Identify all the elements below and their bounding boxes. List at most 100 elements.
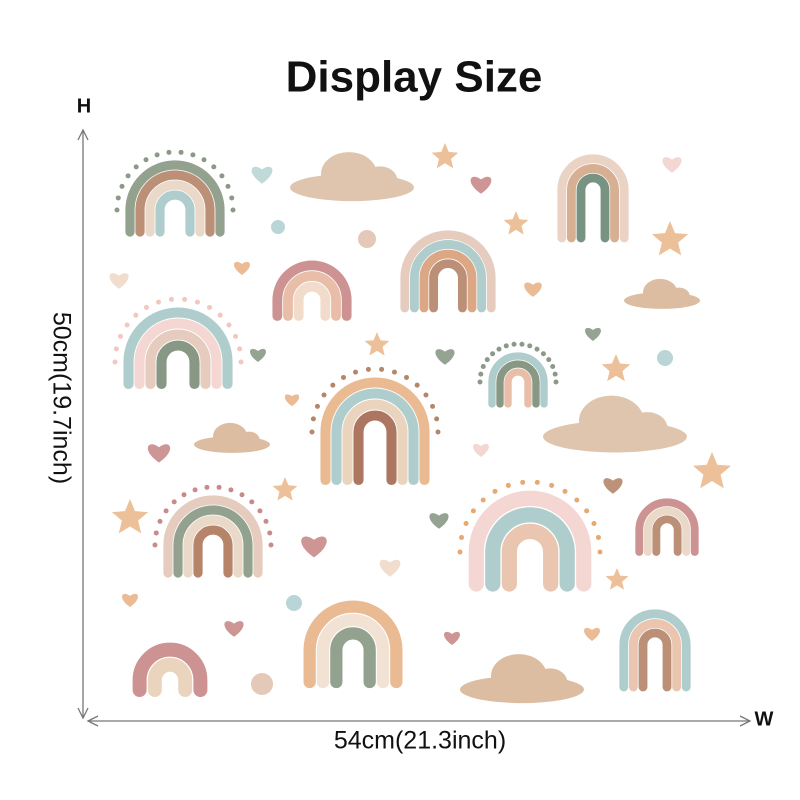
- heart: [284, 394, 300, 407]
- heart: [444, 631, 460, 645]
- rainbow-dot: [207, 304, 212, 310]
- arrow-head: [77, 128, 89, 141]
- rainbow-dot: [181, 492, 187, 498]
- rainbow-dot: [117, 333, 123, 339]
- rainbow-dot: [267, 530, 273, 536]
- cloud-part: [627, 412, 668, 444]
- rainbow-dot: [584, 508, 590, 514]
- rainbow-dot: [553, 379, 559, 385]
- heart: [470, 176, 492, 194]
- rainbow-band: [316, 613, 390, 689]
- rainbow-dot: [113, 346, 119, 352]
- rainbow-band: [272, 260, 352, 321]
- rainbow: [477, 341, 559, 408]
- heart: [251, 166, 273, 184]
- heart: [250, 348, 266, 362]
- rainbow-dot: [309, 429, 315, 435]
- rainbow-dot: [201, 157, 207, 163]
- height-marker: H: [77, 95, 91, 117]
- rainbow-dot: [125, 173, 131, 179]
- rainbow-dot: [478, 371, 484, 377]
- cloud: [194, 422, 270, 453]
- rainbow-band: [342, 399, 408, 486]
- title: Display Size: [286, 53, 543, 102]
- cloud-part: [643, 278, 678, 306]
- rainbow-dot: [459, 534, 465, 540]
- rainbow-dot: [341, 374, 346, 380]
- rainbow-dot: [133, 312, 139, 318]
- rainbow-dot: [216, 484, 222, 490]
- rainbow-band: [135, 170, 215, 237]
- heart: [603, 478, 623, 494]
- rainbow-dot: [178, 149, 184, 155]
- star: [693, 452, 731, 489]
- rainbow-dot: [519, 341, 525, 347]
- rainbow-dot: [226, 322, 232, 328]
- rainbow-dot: [490, 351, 496, 357]
- rainbow-dot: [115, 195, 121, 201]
- rainbow-dot: [249, 499, 255, 505]
- rainbow-dot: [430, 403, 436, 409]
- rainbow-dot: [166, 149, 172, 155]
- rainbow: [132, 642, 208, 697]
- rainbow-band: [145, 329, 211, 390]
- rainbow-dot: [190, 152, 196, 158]
- rainbow-dot: [168, 296, 174, 302]
- rainbow-dot: [477, 379, 483, 385]
- rainbow-dot: [595, 534, 601, 540]
- cloud-part: [321, 152, 377, 196]
- heart: [585, 327, 601, 341]
- dimension-arrows: [77, 128, 752, 727]
- cloud-part: [238, 431, 260, 449]
- cloud-part: [579, 395, 644, 446]
- heart: [584, 627, 600, 641]
- rainbow-band: [419, 249, 477, 313]
- rainbow-dot: [229, 195, 235, 201]
- star: [272, 477, 298, 501]
- rainbow-dot: [119, 183, 125, 189]
- rainbow-dot: [153, 530, 159, 536]
- rainbow-dot: [552, 371, 558, 377]
- rainbow-dot: [237, 346, 243, 352]
- heart: [122, 593, 138, 607]
- rainbow-dot: [534, 479, 540, 485]
- cloud-part: [362, 166, 398, 194]
- cloud-part: [532, 668, 568, 696]
- rainbow-dot: [268, 542, 274, 548]
- rainbow-band: [638, 628, 672, 692]
- rainbow-band: [173, 505, 253, 578]
- rainbow-dot: [520, 479, 526, 485]
- rainbow-dot: [379, 366, 385, 372]
- rainbow-dot: [225, 183, 231, 189]
- rainbow: [457, 479, 603, 592]
- rainbow-dot: [192, 487, 198, 493]
- heart: [234, 261, 250, 275]
- rainbow-band: [303, 600, 403, 689]
- rainbow-band: [468, 490, 592, 592]
- height-label: 50cm(19.7inch): [47, 312, 75, 484]
- rainbow-dot: [194, 299, 200, 305]
- rainbow-dot: [239, 492, 245, 498]
- rainbow-dot: [527, 343, 533, 349]
- rainbow-band: [429, 259, 467, 313]
- rainbow: [112, 296, 244, 390]
- rainbow-band: [132, 642, 208, 697]
- rainbow-dot: [133, 164, 139, 170]
- rainbow-dot: [143, 157, 149, 163]
- cloud: [624, 278, 700, 309]
- rainbow-band: [134, 318, 222, 390]
- rainbow-dot: [154, 152, 160, 158]
- heart: [301, 536, 327, 558]
- rainbow-band: [504, 368, 532, 408]
- rainbow-band: [628, 619, 682, 692]
- cloud-part: [668, 287, 690, 305]
- rainbow-band: [488, 352, 548, 408]
- rainbow-dot: [470, 508, 476, 514]
- rainbow-dot: [233, 333, 239, 339]
- rainbow-dot: [496, 346, 502, 352]
- star: [364, 332, 390, 356]
- arrow-head: [77, 707, 89, 720]
- cloud: [290, 152, 414, 202]
- star: [431, 143, 459, 169]
- heart: [473, 443, 489, 457]
